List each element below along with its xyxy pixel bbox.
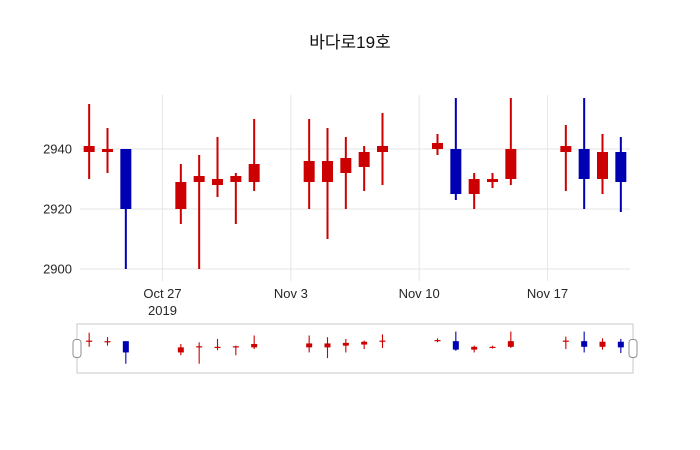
candle-body (379, 340, 386, 342)
candle-body (562, 340, 569, 342)
candle-body (581, 341, 588, 347)
candle-body (615, 152, 627, 182)
candle-body (303, 161, 315, 182)
plot-area[interactable] (80, 83, 630, 281)
candle-body (177, 347, 184, 353)
candle-body (86, 340, 93, 342)
candle-body (434, 340, 441, 342)
x-tick-label: Nov 10 (399, 286, 440, 301)
candle-body (358, 152, 370, 167)
candle-body (432, 143, 443, 149)
x-tick-sublabel: 2019 (148, 303, 177, 318)
candle-body (471, 346, 478, 350)
candle-body (196, 346, 203, 348)
candle-body (507, 341, 514, 347)
candle-body (83, 146, 95, 152)
candle-body (489, 346, 496, 349)
candle-body (175, 182, 187, 209)
x-tick-label: Oct 27 (143, 286, 181, 301)
candle-body (450, 149, 462, 194)
rangeslider-handle-right[interactable] (628, 339, 638, 358)
candle-body (560, 146, 572, 152)
candle-body (120, 149, 132, 209)
candle-body (230, 176, 242, 182)
candle-body (361, 341, 368, 345)
candle-body (104, 341, 111, 343)
candle-body (597, 152, 608, 179)
y-tick-label: 2940 (43, 142, 72, 157)
x-tick-label: Nov 17 (527, 286, 568, 301)
candle-body (322, 161, 333, 182)
candle-body (377, 146, 388, 152)
chart-title: 바다로19호 (309, 33, 391, 52)
candle-body (248, 164, 260, 182)
candle-body (578, 149, 590, 179)
rangeslider-track[interactable] (76, 323, 634, 374)
candle-body (251, 343, 258, 348)
candle-body (232, 346, 239, 348)
candle-body (617, 341, 624, 348)
candle-body (324, 343, 331, 348)
x-tick-label: Nov 3 (274, 286, 308, 301)
candle-body (212, 179, 223, 185)
candle-body (214, 346, 221, 349)
candle-body (487, 179, 498, 182)
candle-body (342, 342, 349, 346)
candle-body (306, 343, 313, 348)
y-tick-label: 2920 (43, 202, 72, 217)
candle-body (193, 176, 205, 182)
candle-body (102, 149, 113, 152)
candle-body (340, 158, 352, 173)
rangeslider-handle-left[interactable] (72, 339, 82, 358)
candle-body (122, 341, 129, 353)
candle-body (468, 179, 480, 194)
candle-body (452, 341, 459, 350)
candle-body (505, 149, 517, 179)
y-tick-label: 2900 (43, 262, 72, 277)
candle-body (599, 341, 606, 347)
